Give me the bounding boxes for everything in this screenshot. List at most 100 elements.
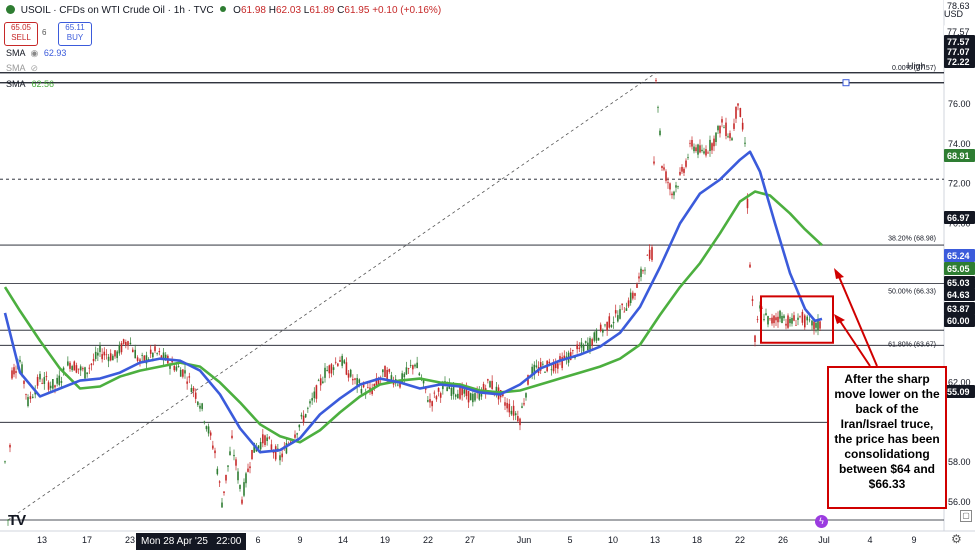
candle-body bbox=[582, 344, 585, 352]
candle-body bbox=[103, 351, 106, 356]
level-handle bbox=[842, 79, 850, 87]
auto-scale-icon[interactable]: ▢ bbox=[960, 510, 972, 522]
lightning-icon[interactable]: ϟ bbox=[815, 515, 828, 528]
candle-body bbox=[298, 424, 301, 428]
candle-body bbox=[241, 499, 243, 504]
candle-body bbox=[11, 370, 13, 379]
sma3-legend[interactable]: SMA 62.56 bbox=[6, 79, 54, 89]
eye-icon[interactable]: ◉ bbox=[30, 48, 39, 58]
candle-body bbox=[82, 368, 84, 370]
candle-body bbox=[491, 380, 493, 389]
candle-body bbox=[578, 347, 581, 349]
sell-button[interactable]: 65.05 SELL bbox=[4, 22, 38, 46]
candle-body bbox=[602, 330, 604, 333]
price-label: 60.00 bbox=[947, 316, 970, 326]
candle-body bbox=[527, 375, 529, 385]
x-tick-label: 14 bbox=[338, 535, 348, 545]
candle-body bbox=[300, 414, 303, 417]
eye-off-icon[interactable]: ⊘ bbox=[30, 63, 39, 73]
candle-body bbox=[39, 373, 41, 380]
candle-body bbox=[653, 161, 655, 164]
x-tick-label: 13 bbox=[37, 535, 47, 545]
candle-body bbox=[644, 269, 646, 271]
price-label-bg bbox=[944, 262, 975, 275]
candle-body bbox=[4, 461, 6, 463]
price-label-bg bbox=[944, 149, 975, 162]
candle-body bbox=[646, 254, 649, 256]
candle-body bbox=[309, 401, 311, 404]
candle-body bbox=[539, 362, 542, 371]
candle-body bbox=[661, 166, 663, 168]
arrow-head bbox=[834, 314, 845, 324]
candle-body bbox=[45, 376, 48, 377]
annotation-box[interactable]: After the sharp move lower on the back o… bbox=[827, 366, 947, 509]
price-label-bg bbox=[944, 288, 975, 301]
candle-body bbox=[431, 401, 433, 407]
candle-body bbox=[435, 396, 438, 400]
candle-body bbox=[771, 317, 773, 324]
x-tick-label: 22 bbox=[735, 535, 745, 545]
candle-body bbox=[192, 387, 195, 392]
candle-body bbox=[619, 309, 621, 319]
candle-body bbox=[409, 365, 412, 367]
candle-body bbox=[253, 442, 255, 453]
candle-body bbox=[69, 362, 71, 369]
candle-body bbox=[147, 358, 150, 361]
candle-body bbox=[806, 316, 808, 321]
tradingview-logo-icon: TV bbox=[8, 512, 26, 529]
candle-body bbox=[482, 383, 485, 390]
candle-body bbox=[531, 366, 533, 377]
candle-body bbox=[495, 386, 498, 395]
candle-body bbox=[614, 310, 617, 314]
candle-body bbox=[746, 198, 749, 209]
price-label: 64.63 bbox=[947, 290, 970, 300]
candle-body bbox=[99, 345, 101, 353]
candle-body bbox=[105, 354, 108, 356]
candle-body bbox=[229, 451, 231, 456]
candle-body bbox=[358, 379, 361, 383]
buy-button[interactable]: 65.11 BUY bbox=[58, 22, 92, 46]
candle-body bbox=[599, 324, 602, 332]
candle-body bbox=[317, 380, 320, 382]
candle-body bbox=[132, 349, 134, 353]
candle-body bbox=[136, 357, 139, 361]
sma2-legend[interactable]: SMA ⊘ bbox=[6, 63, 38, 74]
candle-body bbox=[281, 453, 283, 458]
candle-body bbox=[606, 321, 608, 331]
candle-body bbox=[199, 405, 201, 409]
candle-body bbox=[416, 362, 418, 369]
candle-body bbox=[754, 335, 756, 343]
candle-body bbox=[422, 379, 425, 384]
candle-body bbox=[542, 363, 544, 365]
candle-body bbox=[36, 376, 39, 386]
high-prefix: H bbox=[268, 5, 276, 16]
candle-body bbox=[659, 130, 661, 136]
sma1-legend[interactable]: SMA ◉ 62.93 bbox=[6, 48, 66, 59]
sma1-value: 62.93 bbox=[43, 48, 67, 58]
candle-body bbox=[209, 432, 212, 436]
candle-body bbox=[88, 367, 91, 369]
candle-body bbox=[388, 369, 391, 372]
candle-body bbox=[337, 363, 339, 366]
candle-body bbox=[25, 394, 27, 395]
candle-body bbox=[808, 319, 811, 321]
candle-body bbox=[274, 446, 277, 460]
candle-body bbox=[636, 284, 638, 288]
candle-body bbox=[775, 317, 777, 321]
x-tick-label: 27 bbox=[465, 535, 475, 545]
candle-body bbox=[427, 400, 429, 402]
settings-gear-icon[interactable]: ⚙ bbox=[951, 532, 962, 546]
candle-body bbox=[791, 317, 793, 324]
candle-body bbox=[789, 318, 791, 324]
candle-body bbox=[182, 369, 184, 377]
candle-body bbox=[552, 362, 555, 372]
candle-body bbox=[655, 80, 657, 82]
candle-body bbox=[162, 352, 165, 361]
candle-body bbox=[60, 381, 63, 383]
candle-body bbox=[813, 321, 815, 330]
candle-body bbox=[709, 139, 711, 152]
currency-label[interactable]: USD bbox=[944, 9, 964, 19]
candle-body bbox=[463, 389, 466, 394]
candle-body bbox=[27, 397, 29, 407]
